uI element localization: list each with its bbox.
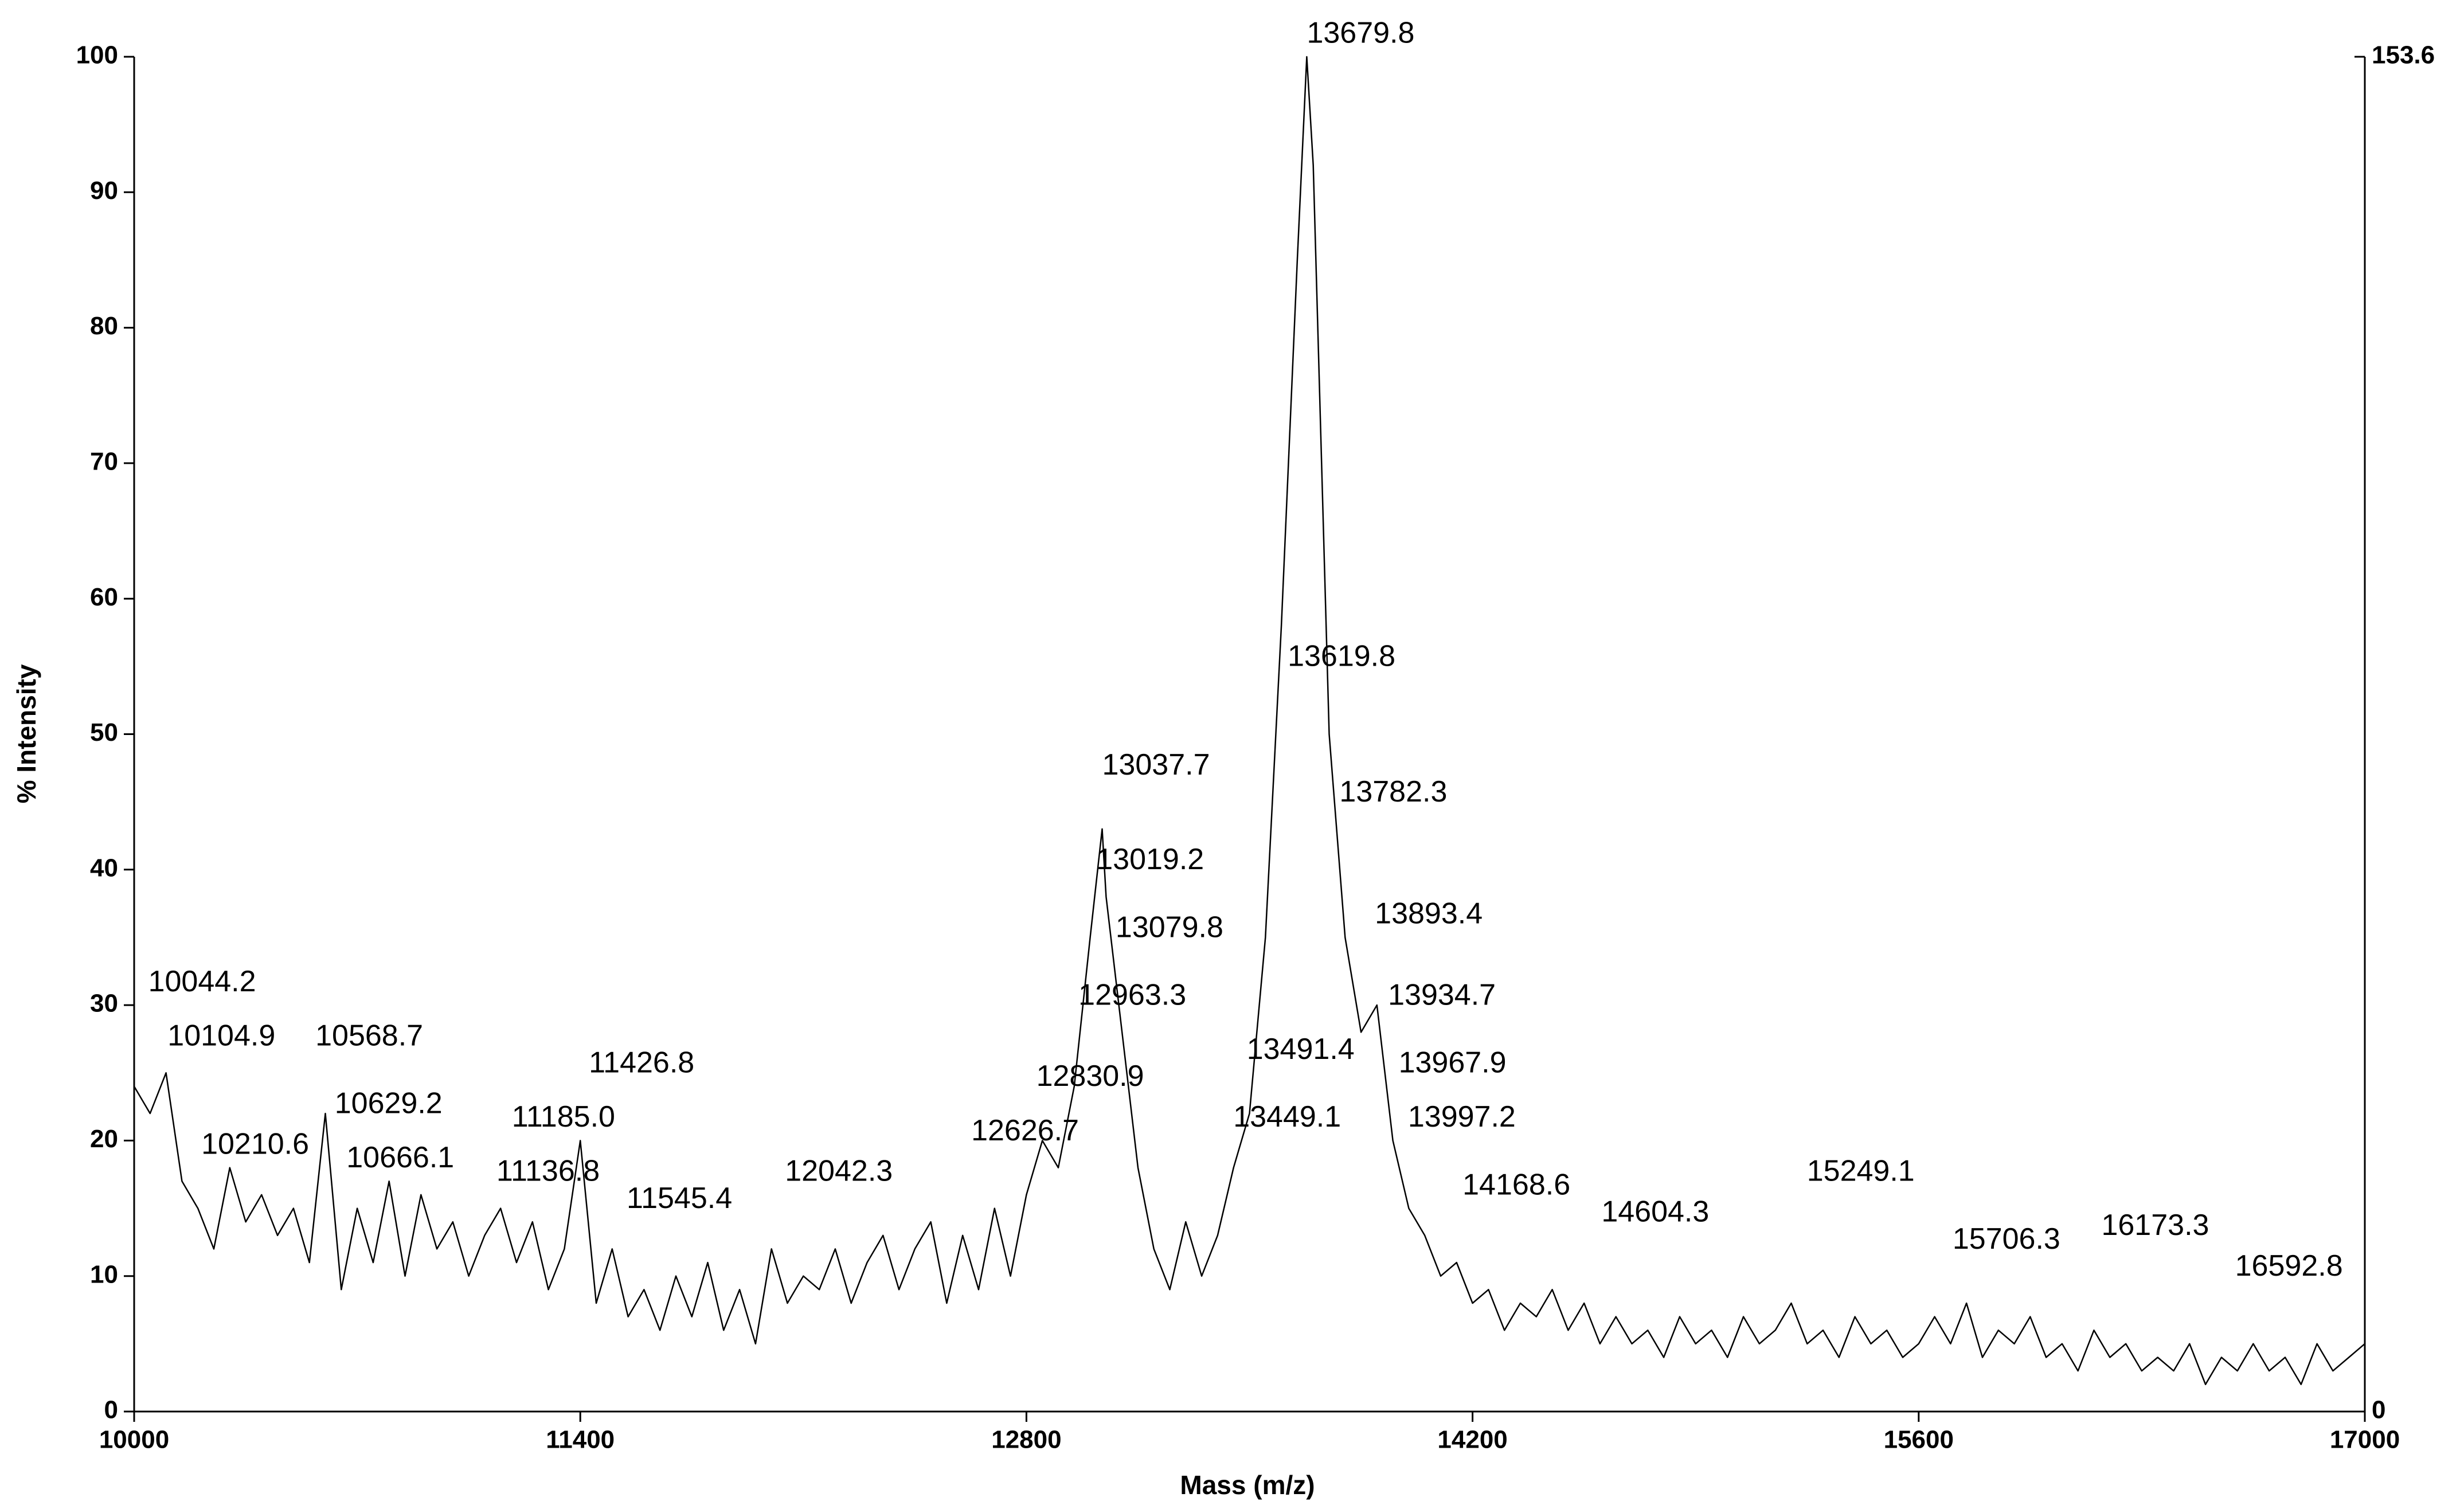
peak-label: 13037.7	[1102, 748, 1210, 781]
peak-label: 13619.8	[1288, 640, 1395, 673]
peak-label: 13893.4	[1375, 897, 1483, 931]
peak-label: 11545.4	[627, 1182, 732, 1215]
peak-label: 13079.8	[1116, 910, 1223, 944]
peak-label: 12830.9	[1037, 1060, 1144, 1093]
peak-label: 15249.1	[1807, 1155, 1915, 1188]
x-tick-label: 15600	[1884, 1426, 1954, 1454]
x-tick-label: 10000	[99, 1426, 169, 1454]
y-tick-label: 10	[90, 1260, 118, 1288]
peak-label: 15706.3	[1953, 1222, 2060, 1256]
peak-label: 10210.6	[201, 1127, 309, 1160]
peak-label: 11136.8	[496, 1155, 600, 1188]
peak-label: 11185.0	[512, 1100, 615, 1133]
peak-label: 10666.1	[346, 1141, 454, 1174]
peak-label: 13997.2	[1408, 1100, 1516, 1133]
peak-label: 13934.7	[1388, 978, 1496, 1011]
peak-label: 16173.3	[2101, 1209, 2209, 1242]
peak-label: 10629.2	[335, 1087, 443, 1120]
y-axis-title: % Intensity	[11, 664, 41, 803]
peak-label: 14604.3	[1601, 1195, 1709, 1229]
y2-tick-label: 153.6	[2372, 41, 2435, 69]
peak-label: 12042.3	[785, 1155, 893, 1188]
y-tick-label: 50	[90, 718, 118, 746]
y-tick-label: 30	[90, 990, 118, 1018]
y-tick-label: 40	[90, 854, 118, 882]
y-tick-label: 0	[104, 1396, 118, 1424]
x-tick-label: 14200	[1437, 1426, 1507, 1454]
peak-label: 13679.8	[1307, 17, 1414, 50]
peak-label: 13782.3	[1339, 775, 1447, 808]
peak-label: 13019.2	[1096, 843, 1204, 876]
y-tick-label: 90	[90, 177, 118, 205]
peak-label: 13449.1	[1233, 1100, 1341, 1133]
y-tick-label: 100	[76, 41, 118, 69]
peak-label: 11426.8	[589, 1046, 694, 1080]
y-tick-label: 80	[90, 312, 118, 340]
peak-label: 10568.7	[315, 1019, 423, 1052]
peak-label: 12963.3	[1078, 978, 1186, 1011]
spectrum-line	[133, 56, 2365, 1385]
y-tick-label: 70	[90, 448, 118, 476]
peak-label: 13491.4	[1247, 1033, 1355, 1066]
x-tick-label: 12800	[991, 1426, 1061, 1454]
y2-tick-label: 0	[2372, 1396, 2385, 1424]
peak-label: 10104.9	[167, 1019, 275, 1052]
x-tick-label: 17000	[2330, 1426, 2400, 1454]
x-axis-title: Mass (m/z)	[1180, 1470, 1315, 1500]
peak-label: 16592.8	[2235, 1249, 2343, 1283]
x-tick-label: 11400	[546, 1426, 615, 1454]
peak-label: 10044.2	[148, 965, 256, 998]
peak-label: 14168.6	[1462, 1168, 1570, 1201]
y-tick-label: 20	[90, 1125, 118, 1153]
peak-label: 12626.7	[971, 1114, 1079, 1147]
y-tick-label: 60	[90, 583, 118, 611]
peak-label: 13967.9	[1399, 1046, 1507, 1080]
